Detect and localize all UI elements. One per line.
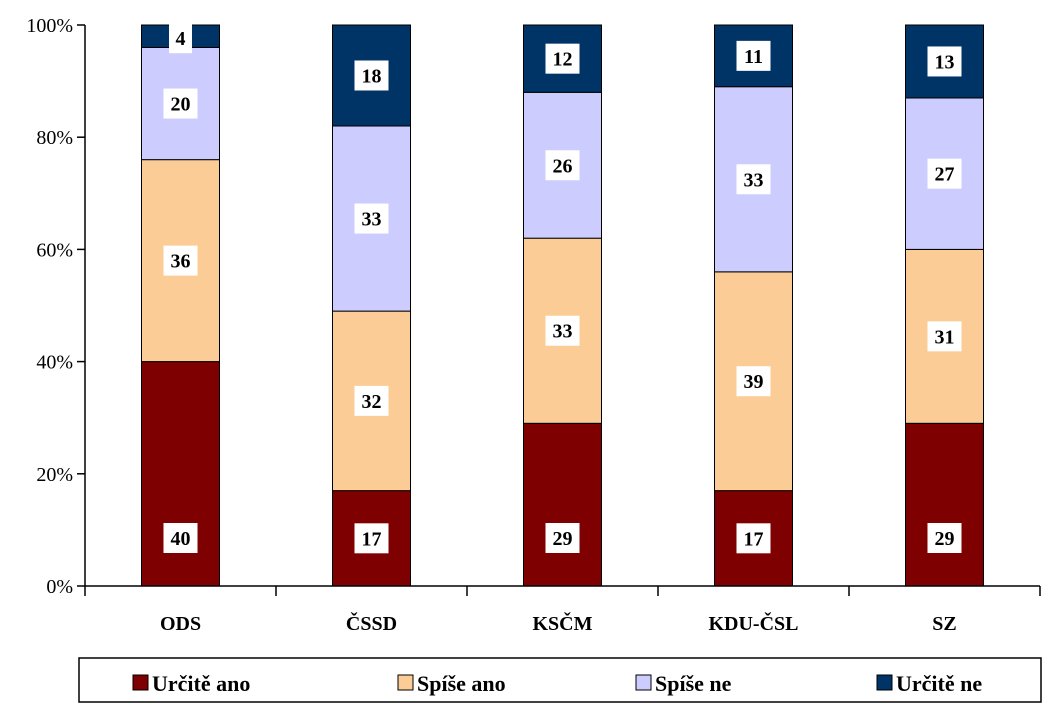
data-label: 17 <box>362 528 382 550</box>
data-label-box <box>736 523 771 554</box>
bar-segment <box>905 422 984 587</box>
data-label-box <box>736 366 771 397</box>
legend-frame <box>78 657 1042 703</box>
data-label-box <box>927 523 962 553</box>
data-label: 12 <box>553 49 573 71</box>
data-label: 27 <box>935 164 955 186</box>
data-label-box <box>163 245 198 276</box>
data-label: 31 <box>935 326 955 348</box>
category-label: ODS <box>160 613 201 635</box>
data-label: 40 <box>171 528 191 550</box>
legend-label: Spíše ano <box>417 671 506 696</box>
data-label: 18 <box>362 65 382 87</box>
y-tick-label: 60% <box>36 239 73 261</box>
data-label-box <box>927 46 962 77</box>
data-label: 39 <box>744 371 764 393</box>
y-tick-label: 80% <box>36 127 73 149</box>
category-label: KDU-ČSL <box>708 611 798 635</box>
legend-label: Spíše ne <box>655 671 732 696</box>
legend-label: Určitě ano <box>152 671 250 696</box>
data-label: 11 <box>744 46 763 68</box>
legend-label: Určitě ne <box>896 671 982 696</box>
data-label: 4 <box>176 28 186 50</box>
legend: Určitě ano Spíše ano Spíše ne Určitě ne <box>78 657 1042 703</box>
y-tick-label: 20% <box>36 464 73 486</box>
data-label: 17 <box>744 528 764 550</box>
data-label-box <box>545 315 580 346</box>
data-label-box <box>354 385 389 416</box>
data-label-box <box>354 60 389 91</box>
data-label-box <box>736 40 771 71</box>
data-label-box <box>163 523 198 553</box>
plot-area: 40 36 20 4 17 32 33 18 29 33 26 12 17 39 33 11 29 31 27 13 0… <box>26 15 1041 635</box>
legend-swatch <box>876 674 893 691</box>
data-label-box <box>545 523 580 553</box>
data-label-box <box>927 321 962 352</box>
data-label-box <box>545 43 580 74</box>
category-label: SZ <box>932 613 956 635</box>
data-label: 29 <box>935 528 955 550</box>
data-label-box <box>736 164 771 195</box>
category-label: ČSSD <box>346 611 397 635</box>
data-label: 33 <box>553 321 573 343</box>
data-label: 20 <box>171 94 191 116</box>
legend-swatch <box>635 674 652 691</box>
data-label-box <box>163 88 198 119</box>
bar-segment <box>523 422 602 587</box>
legend-swatch <box>397 674 414 691</box>
data-label: 33 <box>744 169 764 191</box>
data-label: 26 <box>553 155 573 177</box>
data-label-box <box>354 523 389 554</box>
data-label: 13 <box>935 51 955 73</box>
data-label: 36 <box>171 251 191 273</box>
data-label-box <box>354 203 389 234</box>
data-label: 29 <box>553 528 573 550</box>
data-label-box <box>169 23 192 54</box>
category-label: KSČM <box>533 611 593 635</box>
legend-swatch <box>132 674 149 691</box>
y-tick-label: 100% <box>26 15 73 37</box>
data-label-box <box>927 158 962 189</box>
data-label-box <box>545 150 580 181</box>
y-tick-label: 0% <box>46 576 73 598</box>
data-label: 33 <box>362 209 382 231</box>
data-label: 32 <box>362 391 382 413</box>
y-tick-label: 40% <box>36 352 73 374</box>
